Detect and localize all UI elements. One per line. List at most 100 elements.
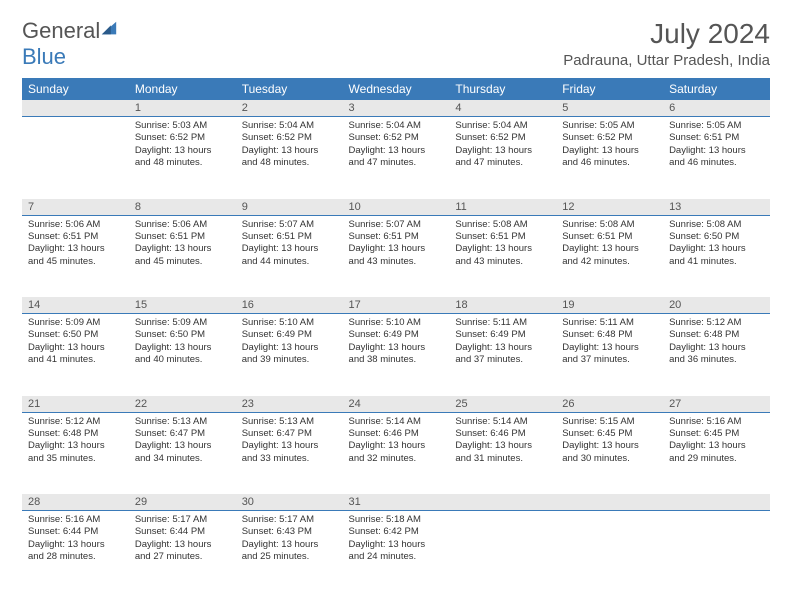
day-number-cell: 30: [236, 494, 343, 511]
calendar-table: Sunday Monday Tuesday Wednesday Thursday…: [22, 78, 770, 593]
day-cell: Sunrise: 5:08 AMSunset: 6:51 PMDaylight:…: [556, 215, 663, 297]
day-number-cell: 15: [129, 297, 236, 314]
day-cell: Sunrise: 5:04 AMSunset: 6:52 PMDaylight:…: [449, 117, 556, 199]
day-number-cell: 14: [22, 297, 129, 314]
day-number-cell: 3: [343, 100, 450, 117]
day-cell: Sunrise: 5:13 AMSunset: 6:47 PMDaylight:…: [129, 412, 236, 494]
day-number-cell: 31: [343, 494, 450, 511]
day-cell: Sunrise: 5:15 AMSunset: 6:45 PMDaylight:…: [556, 412, 663, 494]
day-cell: Sunrise: 5:17 AMSunset: 6:43 PMDaylight:…: [236, 511, 343, 593]
weekday-header: Saturday: [663, 78, 770, 100]
day-details: Sunrise: 5:03 AMSunset: 6:52 PMDaylight:…: [129, 117, 236, 172]
day-details: Sunrise: 5:16 AMSunset: 6:44 PMDaylight:…: [22, 511, 129, 566]
day-details: Sunrise: 5:13 AMSunset: 6:47 PMDaylight:…: [236, 413, 343, 468]
weekday-header: Monday: [129, 78, 236, 100]
day-number-cell: [556, 494, 663, 511]
day-cell: Sunrise: 5:10 AMSunset: 6:49 PMDaylight:…: [236, 314, 343, 396]
day-details: Sunrise: 5:15 AMSunset: 6:45 PMDaylight:…: [556, 413, 663, 468]
day-details: Sunrise: 5:04 AMSunset: 6:52 PMDaylight:…: [236, 117, 343, 172]
day-details: Sunrise: 5:12 AMSunset: 6:48 PMDaylight:…: [22, 413, 129, 468]
day-number-cell: 28: [22, 494, 129, 511]
day-cell: Sunrise: 5:17 AMSunset: 6:44 PMDaylight:…: [129, 511, 236, 593]
day-number-cell: 1: [129, 100, 236, 117]
week-row: Sunrise: 5:03 AMSunset: 6:52 PMDaylight:…: [22, 117, 770, 199]
day-cell: [663, 511, 770, 593]
day-cell: Sunrise: 5:07 AMSunset: 6:51 PMDaylight:…: [343, 215, 450, 297]
day-cell: [556, 511, 663, 593]
day-number-cell: [663, 494, 770, 511]
day-number-cell: [449, 494, 556, 511]
weekday-header: Thursday: [449, 78, 556, 100]
day-number-cell: 26: [556, 396, 663, 413]
weekday-header: Sunday: [22, 78, 129, 100]
day-number-cell: 6: [663, 100, 770, 117]
day-cell: Sunrise: 5:11 AMSunset: 6:49 PMDaylight:…: [449, 314, 556, 396]
logo: GeneralBlue: [22, 18, 118, 70]
day-cell: Sunrise: 5:09 AMSunset: 6:50 PMDaylight:…: [129, 314, 236, 396]
location: Padrauna, Uttar Pradesh, India: [563, 52, 770, 69]
week-row: Sunrise: 5:16 AMSunset: 6:44 PMDaylight:…: [22, 511, 770, 593]
day-number-cell: 29: [129, 494, 236, 511]
day-number-cell: 10: [343, 199, 450, 216]
day-cell: Sunrise: 5:03 AMSunset: 6:52 PMDaylight:…: [129, 117, 236, 199]
day-details: Sunrise: 5:10 AMSunset: 6:49 PMDaylight:…: [343, 314, 450, 369]
day-details: Sunrise: 5:08 AMSunset: 6:51 PMDaylight:…: [556, 216, 663, 271]
day-number-cell: 22: [129, 396, 236, 413]
day-number-cell: 9: [236, 199, 343, 216]
page-header: GeneralBlue July 2024 Padrauna, Uttar Pr…: [22, 18, 770, 70]
day-details: Sunrise: 5:14 AMSunset: 6:46 PMDaylight:…: [449, 413, 556, 468]
day-details: Sunrise: 5:05 AMSunset: 6:52 PMDaylight:…: [556, 117, 663, 172]
day-details: Sunrise: 5:07 AMSunset: 6:51 PMDaylight:…: [236, 216, 343, 271]
day-details: Sunrise: 5:17 AMSunset: 6:44 PMDaylight:…: [129, 511, 236, 566]
day-number-cell: 12: [556, 199, 663, 216]
month-title: July 2024: [563, 18, 770, 50]
day-number-cell: 19: [556, 297, 663, 314]
day-cell: Sunrise: 5:08 AMSunset: 6:51 PMDaylight:…: [449, 215, 556, 297]
day-details: Sunrise: 5:07 AMSunset: 6:51 PMDaylight:…: [343, 216, 450, 271]
day-cell: Sunrise: 5:16 AMSunset: 6:45 PMDaylight:…: [663, 412, 770, 494]
day-number-cell: 24: [343, 396, 450, 413]
logo-word-2: Blue: [22, 44, 66, 69]
day-number-cell: 5: [556, 100, 663, 117]
day-details: Sunrise: 5:16 AMSunset: 6:45 PMDaylight:…: [663, 413, 770, 468]
week-row: Sunrise: 5:06 AMSunset: 6:51 PMDaylight:…: [22, 215, 770, 297]
day-number-row: 21222324252627: [22, 396, 770, 413]
day-details: Sunrise: 5:08 AMSunset: 6:50 PMDaylight:…: [663, 216, 770, 271]
day-cell: Sunrise: 5:04 AMSunset: 6:52 PMDaylight:…: [343, 117, 450, 199]
title-block: July 2024 Padrauna, Uttar Pradesh, India: [563, 18, 770, 69]
day-number-row: 123456: [22, 100, 770, 117]
day-number-cell: 11: [449, 199, 556, 216]
day-details: Sunrise: 5:17 AMSunset: 6:43 PMDaylight:…: [236, 511, 343, 566]
day-details: Sunrise: 5:06 AMSunset: 6:51 PMDaylight:…: [22, 216, 129, 271]
day-details: Sunrise: 5:14 AMSunset: 6:46 PMDaylight:…: [343, 413, 450, 468]
day-details: Sunrise: 5:05 AMSunset: 6:51 PMDaylight:…: [663, 117, 770, 172]
day-number-cell: 20: [663, 297, 770, 314]
day-cell: Sunrise: 5:08 AMSunset: 6:50 PMDaylight:…: [663, 215, 770, 297]
day-number-cell: 25: [449, 396, 556, 413]
day-details: Sunrise: 5:04 AMSunset: 6:52 PMDaylight:…: [449, 117, 556, 172]
day-number-cell: 21: [22, 396, 129, 413]
day-details: Sunrise: 5:13 AMSunset: 6:47 PMDaylight:…: [129, 413, 236, 468]
logo-triangle-icon: [100, 18, 118, 36]
day-details: Sunrise: 5:06 AMSunset: 6:51 PMDaylight:…: [129, 216, 236, 271]
day-cell: Sunrise: 5:06 AMSunset: 6:51 PMDaylight:…: [22, 215, 129, 297]
logo-text: GeneralBlue: [22, 18, 118, 70]
day-cell: Sunrise: 5:06 AMSunset: 6:51 PMDaylight:…: [129, 215, 236, 297]
day-details: Sunrise: 5:12 AMSunset: 6:48 PMDaylight:…: [663, 314, 770, 369]
day-details: Sunrise: 5:04 AMSunset: 6:52 PMDaylight:…: [343, 117, 450, 172]
day-number-cell: 7: [22, 199, 129, 216]
day-details: Sunrise: 5:08 AMSunset: 6:51 PMDaylight:…: [449, 216, 556, 271]
day-cell: Sunrise: 5:11 AMSunset: 6:48 PMDaylight:…: [556, 314, 663, 396]
day-details: Sunrise: 5:11 AMSunset: 6:48 PMDaylight:…: [556, 314, 663, 369]
weekday-header: Friday: [556, 78, 663, 100]
day-number-cell: 2: [236, 100, 343, 117]
weekday-header: Tuesday: [236, 78, 343, 100]
week-row: Sunrise: 5:09 AMSunset: 6:50 PMDaylight:…: [22, 314, 770, 396]
day-cell: Sunrise: 5:05 AMSunset: 6:51 PMDaylight:…: [663, 117, 770, 199]
day-cell: [22, 117, 129, 199]
day-number-cell: 8: [129, 199, 236, 216]
day-number-cell: 13: [663, 199, 770, 216]
day-cell: [449, 511, 556, 593]
day-details: Sunrise: 5:09 AMSunset: 6:50 PMDaylight:…: [129, 314, 236, 369]
day-details: Sunrise: 5:09 AMSunset: 6:50 PMDaylight:…: [22, 314, 129, 369]
